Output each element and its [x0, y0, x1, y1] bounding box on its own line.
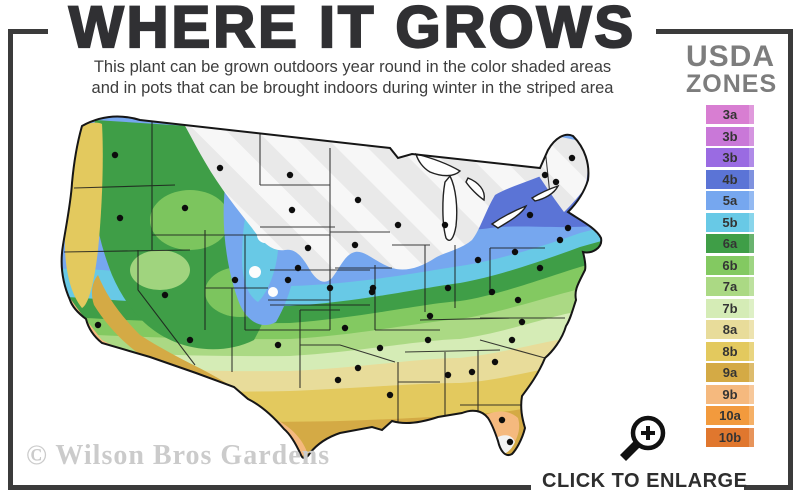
legend-zone-8a: 8a: [706, 320, 754, 339]
legend-zone-9b: 9b: [706, 384, 754, 404]
state-marker-dot: [111, 151, 119, 159]
legend-zone-4b: 4b: [706, 169, 754, 189]
state-marker-dot: [511, 248, 519, 256]
subtitle-line-2: and in pots that can be brought indoors …: [91, 79, 614, 97]
state-marker-dot: [186, 336, 194, 344]
frame-border-segment: [8, 29, 48, 34]
state-marker-dot: [526, 211, 534, 219]
state-marker-dot: [326, 284, 334, 292]
legend-zone-5a: 5a: [706, 191, 754, 210]
frame-border-segment: [656, 29, 793, 34]
state-marker-dot: [284, 276, 292, 284]
magnifier-plus-icon[interactable]: [614, 406, 672, 468]
state-marker-dot: [376, 344, 384, 352]
legend-zone-9a: 9a: [706, 363, 754, 382]
legend-zone-list: 3a 3b 3b 4b 5a 5b 6a 6b 7a 7b 8a 8b 9a 9b 10a 10b: [686, 105, 774, 447]
state-marker-dot: [498, 416, 506, 424]
legend-title-zones: ZONES: [686, 70, 778, 98]
state-marker-dot: [216, 164, 224, 172]
us-outline: [60, 115, 603, 459]
watermark: © Wilson Bros Gardens: [26, 440, 331, 471]
legend-zone-6a: 6a: [706, 234, 754, 253]
frame-border-segment: [8, 29, 13, 490]
state-marker-dot: [536, 264, 544, 272]
state-marker-dot: [444, 371, 452, 379]
state-marker-dot: [304, 244, 312, 252]
usda-zones-legend: USDA ZONES 3a 3b 3b 4b 5a 5b 6a 6b 7a 7b 8a 8b 9a 9b 1…: [686, 40, 778, 449]
legend-zone-5b: 5b: [706, 212, 754, 232]
header: WHERE IT GROWS This plant can be grown o…: [30, 0, 675, 99]
great-lakes: [414, 153, 560, 242]
legend-zone-8b: 8b: [706, 341, 754, 361]
state-borders: [63, 122, 565, 428]
enlarge-label[interactable]: CLICK TO ENLARGE: [542, 470, 748, 492]
state-marker-dot: [354, 196, 362, 204]
legend-zone-10b: 10b: [706, 427, 754, 447]
state-marker-dot: [518, 318, 526, 326]
state-marker-dot: [94, 321, 102, 329]
state-markers: [94, 151, 576, 446]
state-marker-dot: [424, 336, 432, 344]
frame-border-segment: [788, 29, 793, 490]
state-marker-dot: [351, 241, 359, 249]
legend-zone-6b: 6b: [706, 255, 754, 275]
state-marker-dot: [468, 368, 476, 376]
legend-title-usda: USDA: [686, 40, 776, 73]
state-marker-dot: [488, 288, 496, 296]
legend-zone-3b: 3b: [706, 126, 754, 146]
legend-zone-7a: 7a: [706, 277, 754, 296]
state-marker-dot: [334, 376, 342, 384]
state-marker-dot: [394, 221, 402, 229]
state-marker-dot: [231, 276, 239, 284]
state-marker-dot: [341, 324, 349, 332]
frame-border-segment: [744, 485, 793, 490]
legend-zone-10a: 10a: [706, 406, 754, 425]
usda-zone-map[interactable]: [40, 100, 670, 475]
state-marker-dot: [552, 178, 560, 186]
state-marker-dot: [514, 296, 522, 304]
state-marker-dot: [369, 284, 377, 292]
state-marker-dot: [474, 256, 482, 264]
state-marker-dot: [161, 291, 169, 299]
state-marker-dot: [556, 236, 564, 244]
page-title: WHERE IT GROWS: [68, 0, 637, 60]
legend-zone-3b: 3b: [706, 148, 754, 167]
state-marker-dot: [541, 171, 549, 179]
state-marker-dot: [386, 391, 394, 399]
state-marker-dot: [288, 206, 296, 214]
frame-border-segment: [8, 485, 531, 490]
enlarge-control[interactable]: CLICK TO ENLARGE: [540, 404, 790, 494]
state-marker-dot: [508, 336, 516, 344]
state-marker-dot: [444, 284, 452, 292]
state-marker-dot: [286, 171, 294, 179]
legend-zone-3a: 3a: [706, 105, 754, 124]
subtitle-line-1: This plant can be grown outdoors year ro…: [93, 58, 612, 76]
state-marker-dot: [116, 214, 124, 222]
state-marker-dot: [294, 264, 302, 272]
state-marker-dot: [426, 312, 434, 320]
usda-zone-map-svg: [60, 115, 603, 459]
state-marker-dot: [506, 438, 514, 446]
state-marker-dot: [354, 364, 362, 372]
state-marker-dot: [564, 224, 572, 232]
state-marker-dot: [568, 154, 576, 162]
state-marker-dot: [491, 358, 499, 366]
legend-zone-7b: 7b: [706, 298, 754, 318]
state-marker-dot: [181, 204, 189, 212]
state-marker-dot: [274, 341, 282, 349]
state-marker-dot: [441, 221, 449, 229]
